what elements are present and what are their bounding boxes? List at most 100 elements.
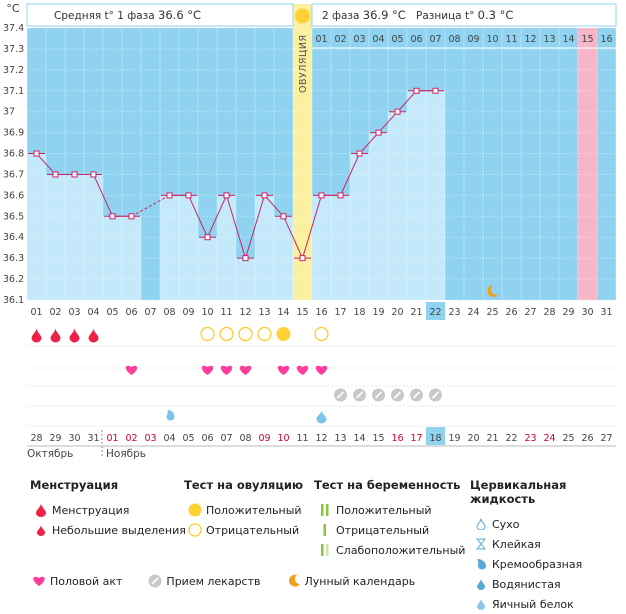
one-line-icon <box>314 524 336 536</box>
temperature-point <box>356 150 363 157</box>
legend-intercourse-label: Половой акт <box>50 574 123 588</box>
pill-stroke <box>374 391 383 399</box>
calendar-day-label: 12 <box>315 433 327 444</box>
legend-bottom-row: Половой акт Прием лекарств Лунный календ… <box>28 574 437 588</box>
temperature-line-segment <box>302 195 322 259</box>
legend-ovulation-test: Тест на овуляцию Положительный Отрицател… <box>184 478 303 540</box>
legend-pregnancy-title: Тест на беременность <box>314 478 461 492</box>
calendar-day-label: 01 <box>106 433 118 444</box>
drop-icon <box>30 503 52 517</box>
phase2-day-label: 11 <box>505 34 517 45</box>
calendar-day-label: 15 <box>372 433 384 444</box>
moon-icon <box>283 574 305 588</box>
phase2-day-label: 15 <box>581 34 593 45</box>
legend-menstruation-label: Менструация <box>52 503 130 517</box>
legend-creamy-label: Кремообразная <box>492 557 583 571</box>
x-tick-label: 21 <box>410 307 422 318</box>
pill-stroke <box>431 391 440 399</box>
phase2-day-label: 07 <box>429 34 441 45</box>
temperature-point <box>375 129 382 136</box>
current-day-highlight <box>426 302 445 320</box>
x-tick-label: 18 <box>353 307 365 318</box>
phase2-day-label: 12 <box>524 34 536 45</box>
two-lines-icon <box>314 504 336 516</box>
positive-circle-icon <box>184 503 206 517</box>
legend-menstruation-title: Менструация <box>30 478 119 492</box>
phase2-box <box>311 3 617 27</box>
heart-icon <box>296 365 309 375</box>
calendar-day-label: 16 <box>391 433 403 444</box>
creamy-icon <box>470 558 492 570</box>
temperature-line-segment <box>93 174 113 217</box>
calendar-day-label: 27 <box>600 433 612 444</box>
temperature-bar <box>217 195 236 300</box>
phase2-day-label: 06 <box>410 34 422 45</box>
calendar-day-label: 08 <box>239 433 251 444</box>
temperature-bar <box>27 153 46 300</box>
calendar-day-label: 18 <box>429 433 441 444</box>
heart-icon <box>220 365 233 375</box>
calendar-current-highlight <box>426 427 445 445</box>
calendar-day-label: 09 <box>258 433 270 444</box>
temperature-line-segment <box>131 194 170 217</box>
unit-label: °C <box>6 2 20 15</box>
negative-circle-icon <box>184 523 206 537</box>
y-tick-label: 36.8 <box>3 149 24 160</box>
ov-test-negative-icon <box>314 326 329 342</box>
phase1-label: Средняя t° 1 фаза 36.6 °C <box>54 8 201 22</box>
temperature-point <box>432 87 439 94</box>
temperature-line-segment <box>378 111 398 133</box>
x-tick-label: 20 <box>391 307 403 318</box>
legend-cervical-fluid: Цервикальная жидкость Сухо Клейкая Кремо… <box>470 478 626 614</box>
sticky-icon <box>470 538 492 550</box>
temperature-line-segment <box>226 195 246 259</box>
y-tick-label: 36.5 <box>3 211 24 222</box>
egg-white-icon <box>470 598 492 610</box>
cervical-fluid-icon <box>316 410 327 424</box>
temperature-line-segment <box>359 132 379 154</box>
temperature-point <box>90 171 97 178</box>
y-tick-label: 36.4 <box>3 232 24 243</box>
legend-pregnancy-test: Тест на беременность Положительный Отриц… <box>314 478 465 560</box>
drop-icon <box>69 328 80 343</box>
calendar-day-label: 03 <box>144 433 156 444</box>
temperature-point <box>223 192 230 199</box>
calendar-day-label: 28 <box>30 433 42 444</box>
x-tick-label: 26 <box>505 307 517 318</box>
y-tick-label: 36.3 <box>3 253 24 264</box>
legend-preg-positive-label: Положительный <box>336 503 432 517</box>
temperature-point <box>109 213 116 220</box>
legend-preg-faint-label: Слабоположительный <box>336 543 466 557</box>
temperature-chart: °C Средняя t° 1 фаза 36.6 °C ОВУЛЯЦИЯ 2 фаз… <box>3 2 617 460</box>
temperature-point <box>33 150 40 157</box>
temperature-line-segment <box>264 195 284 217</box>
y-tick-label: 37 <box>3 107 15 118</box>
dry-drop-icon <box>470 518 492 530</box>
x-tick-label: 15 <box>296 307 308 318</box>
phase1-value: 36.6 °C <box>158 8 201 22</box>
calendar-day-label: 25 <box>562 433 574 444</box>
calendar-day-label: 24 <box>543 433 555 444</box>
calendar-day-label: 17 <box>410 433 422 444</box>
legend-watery-label: Водянистая <box>492 577 561 591</box>
temperature-point <box>337 192 344 199</box>
heart-icon <box>277 365 290 375</box>
calendar-day-label: 13 <box>334 433 346 444</box>
x-tick-label: 14 <box>277 307 289 318</box>
temperature-bar <box>236 258 255 300</box>
x-tick-label: 07 <box>144 307 156 318</box>
y-tick-label: 36.7 <box>3 169 24 180</box>
calendar-day-label: 19 <box>448 433 460 444</box>
phase2-day-label: 03 <box>353 34 365 45</box>
month-label-october: Октябрь <box>27 448 73 460</box>
ov-test-positive-icon <box>276 327 291 341</box>
heart-icon <box>201 365 214 375</box>
x-tick-label: 25 <box>486 307 498 318</box>
temperature-point <box>71 171 78 178</box>
legend-menstruation: Менструация Менструация Небольшие выделе… <box>30 478 186 540</box>
temperature-bar <box>179 195 198 300</box>
ov-test-negative-icon <box>200 326 215 342</box>
calendar-day-label: 07 <box>220 433 232 444</box>
calendar-day-label: 05 <box>182 433 194 444</box>
y-tick-label: 36.2 <box>3 274 24 285</box>
